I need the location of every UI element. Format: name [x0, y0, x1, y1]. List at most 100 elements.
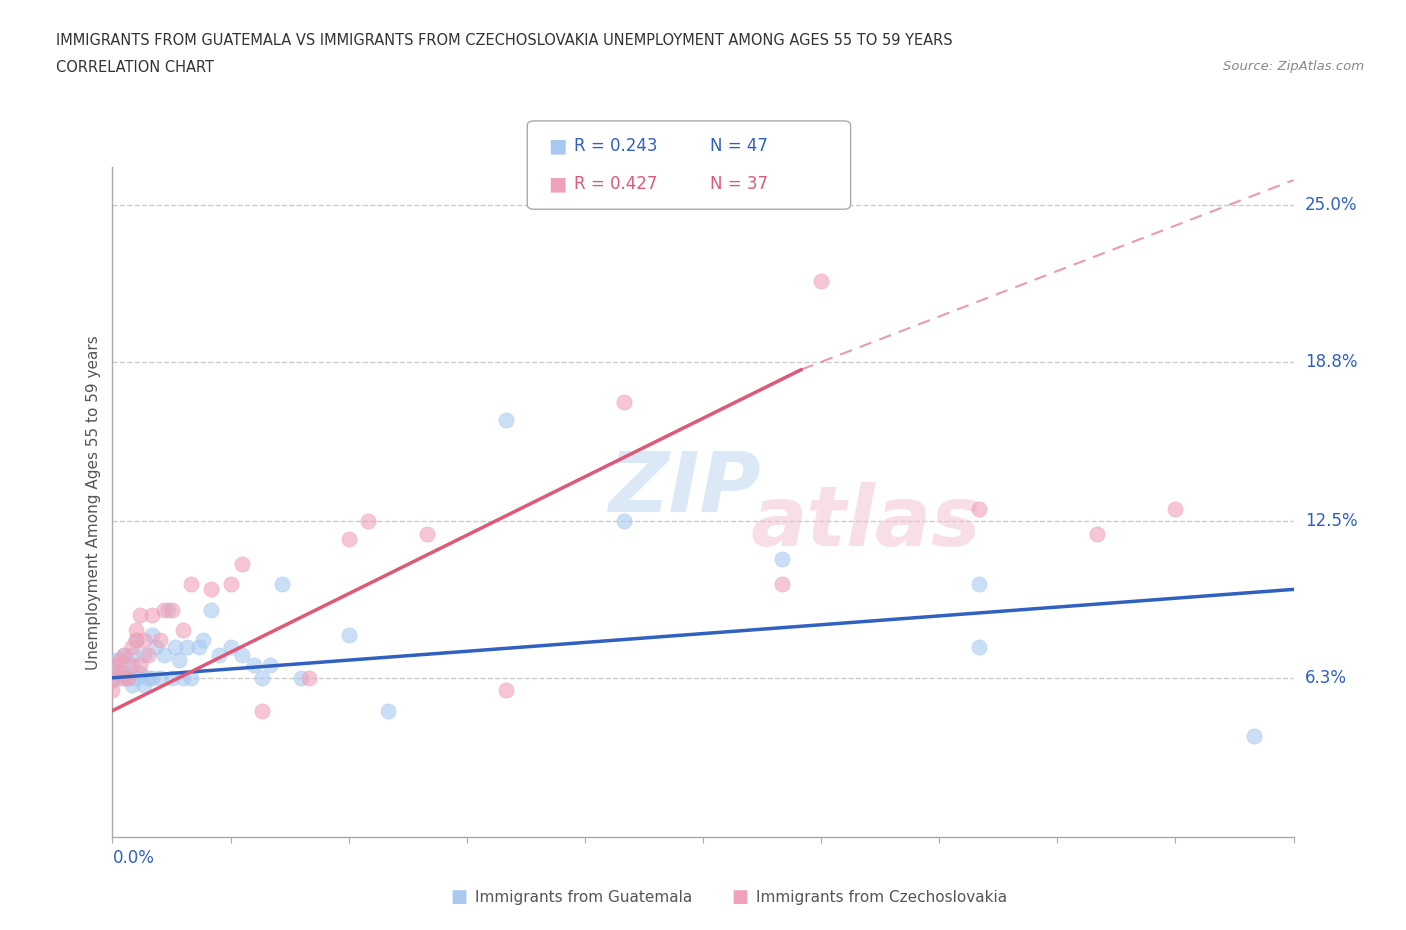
- Point: [613, 395, 636, 410]
- Point: [141, 607, 163, 622]
- Point: [110, 653, 132, 668]
- Text: R = 0.427: R = 0.427: [574, 175, 657, 193]
- Point: [110, 671, 132, 685]
- Point: [145, 640, 167, 655]
- Point: [967, 640, 990, 655]
- Point: [1085, 526, 1108, 541]
- Point: [1243, 728, 1265, 743]
- Text: Source: ZipAtlas.com: Source: ZipAtlas.com: [1223, 60, 1364, 73]
- Point: [219, 577, 242, 591]
- Text: ■: ■: [548, 137, 567, 155]
- Point: [101, 673, 124, 688]
- Text: ZIP: ZIP: [609, 448, 761, 529]
- Point: [121, 678, 143, 693]
- Text: 25.0%: 25.0%: [1305, 196, 1357, 214]
- Point: [290, 671, 312, 685]
- Point: [152, 602, 174, 617]
- Point: [129, 658, 152, 672]
- Point: [176, 640, 198, 655]
- Point: [121, 658, 143, 672]
- Point: [180, 671, 202, 685]
- Point: [770, 551, 793, 566]
- Point: [149, 671, 172, 685]
- Point: [231, 557, 253, 572]
- Point: [172, 622, 194, 637]
- Point: [132, 632, 155, 647]
- Point: [101, 673, 124, 688]
- Text: R = 0.243: R = 0.243: [574, 137, 657, 155]
- Point: [967, 501, 990, 516]
- Text: 12.5%: 12.5%: [1305, 512, 1357, 530]
- Y-axis label: Unemployment Among Ages 55 to 59 years: Unemployment Among Ages 55 to 59 years: [86, 335, 101, 670]
- Text: 6.3%: 6.3%: [1305, 669, 1347, 687]
- Point: [156, 602, 179, 617]
- Point: [191, 632, 214, 647]
- Point: [357, 513, 380, 528]
- Point: [132, 647, 155, 662]
- Point: [101, 683, 124, 698]
- Point: [112, 671, 135, 685]
- Point: [149, 632, 172, 647]
- Point: [121, 640, 143, 655]
- Text: N = 47: N = 47: [710, 137, 768, 155]
- Point: [1164, 501, 1187, 516]
- Point: [200, 582, 222, 597]
- Text: Immigrants from Guatemala: Immigrants from Guatemala: [475, 890, 693, 905]
- Point: [298, 671, 321, 685]
- Point: [495, 683, 517, 698]
- Point: [160, 671, 183, 685]
- Text: Immigrants from Czechoslovakia: Immigrants from Czechoslovakia: [756, 890, 1008, 905]
- Point: [810, 273, 832, 288]
- Text: 18.8%: 18.8%: [1305, 353, 1357, 371]
- Point: [180, 577, 202, 591]
- Point: [141, 628, 163, 643]
- Point: [129, 607, 152, 622]
- Point: [250, 703, 273, 718]
- Point: [770, 577, 793, 591]
- Point: [112, 647, 135, 662]
- Point: [165, 640, 187, 655]
- Point: [200, 602, 222, 617]
- Point: [125, 632, 148, 647]
- Point: [112, 665, 135, 680]
- Point: [270, 577, 292, 591]
- Point: [208, 647, 231, 662]
- Point: [121, 647, 143, 662]
- Text: IMMIGRANTS FROM GUATEMALA VS IMMIGRANTS FROM CZECHOSLOVAKIA UNEMPLOYMENT AMONG A: IMMIGRANTS FROM GUATEMALA VS IMMIGRANTS …: [56, 33, 953, 47]
- Point: [377, 703, 399, 718]
- Point: [152, 647, 174, 662]
- Point: [416, 526, 439, 541]
- Text: ■: ■: [548, 175, 567, 193]
- Point: [243, 658, 266, 672]
- Point: [129, 665, 152, 680]
- Point: [172, 671, 194, 685]
- Point: [613, 513, 636, 528]
- Point: [250, 671, 273, 685]
- Point: [188, 640, 211, 655]
- Point: [136, 671, 159, 685]
- Point: [337, 628, 360, 643]
- Point: [219, 640, 242, 655]
- Point: [132, 678, 155, 693]
- Point: [125, 622, 148, 637]
- Point: [117, 671, 139, 685]
- Point: [125, 632, 148, 647]
- Text: atlas: atlas: [751, 482, 981, 563]
- Point: [160, 602, 183, 617]
- Point: [101, 658, 124, 672]
- Point: [105, 653, 128, 668]
- Text: ■: ■: [731, 888, 748, 907]
- Point: [117, 671, 139, 685]
- Text: 0.0%: 0.0%: [112, 849, 155, 867]
- Point: [112, 647, 135, 662]
- Point: [259, 658, 281, 672]
- Point: [105, 658, 128, 672]
- Point: [169, 653, 191, 668]
- Point: [136, 647, 159, 662]
- Point: [231, 647, 253, 662]
- Point: [967, 577, 990, 591]
- Point: [337, 531, 360, 546]
- Point: [125, 671, 148, 685]
- Text: CORRELATION CHART: CORRELATION CHART: [56, 60, 214, 75]
- Text: ■: ■: [450, 888, 467, 907]
